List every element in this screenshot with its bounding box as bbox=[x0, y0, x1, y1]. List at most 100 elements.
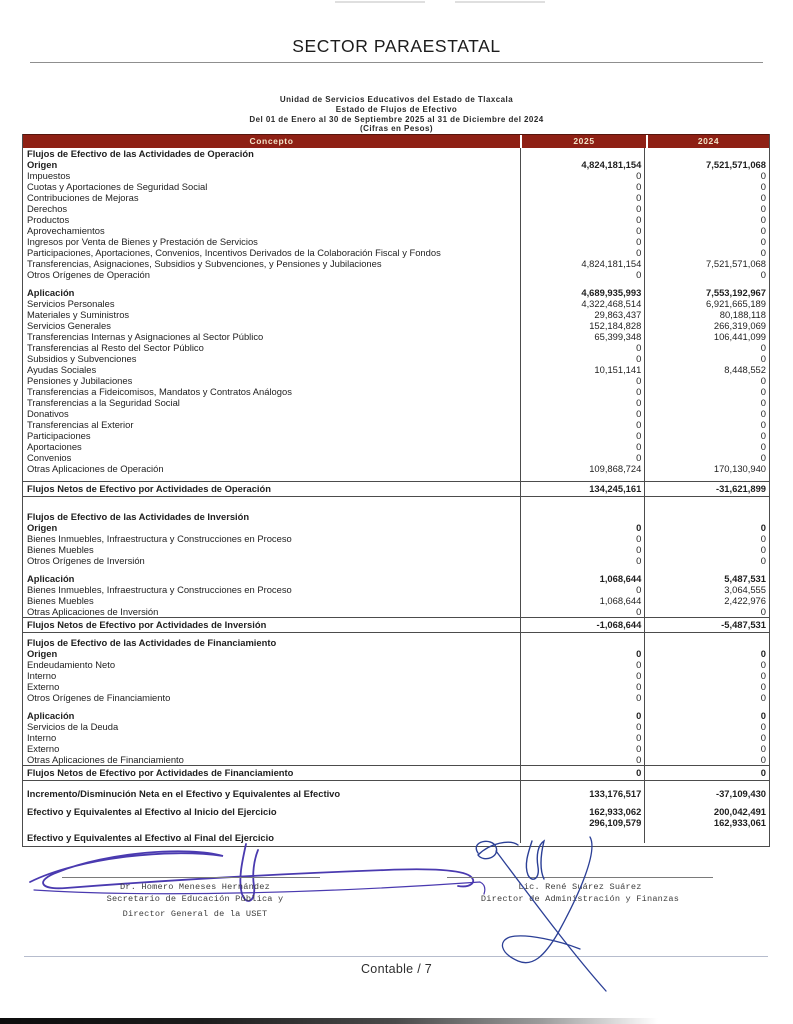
row-value-2025: 0 bbox=[519, 681, 645, 692]
row-value-2024: 6,921,665,189 bbox=[644, 298, 769, 309]
row-label: Servicios Personales bbox=[27, 298, 115, 309]
row-value-2024: 0 bbox=[644, 766, 769, 780]
row-value-2025: 133,176,517 bbox=[519, 788, 645, 799]
table-row: Productos 0 0 bbox=[23, 214, 769, 225]
table-spacer-row bbox=[23, 703, 769, 710]
table-row: Servicios de la Deuda 0 0 bbox=[23, 721, 769, 732]
row-value-2025: 4,824,181,154 bbox=[519, 159, 645, 170]
table-row: Flujos Netos de Efectivo por Actividades… bbox=[23, 617, 769, 633]
table-row: Interno 0 0 bbox=[23, 670, 769, 681]
row-label: Otras Aplicaciones de Inversión bbox=[27, 606, 159, 617]
table-row: Bienes Inmuebles, Infraestructura y Cons… bbox=[23, 584, 769, 595]
row-value-2025: 0 bbox=[519, 555, 645, 566]
row-value-2024: 0 bbox=[644, 452, 769, 463]
row-value-2025: 0 bbox=[519, 192, 645, 203]
row-value-2024: 0 bbox=[644, 555, 769, 566]
row-label: Aprovechamientos bbox=[27, 225, 105, 236]
table-row: 296,109,579 162,933,061 bbox=[23, 817, 769, 828]
row-value-2025: 0 bbox=[519, 247, 645, 258]
row-value-2025: 0 bbox=[519, 342, 645, 353]
row-label: Otros Orígenes de Operación bbox=[27, 269, 150, 280]
row-value-2025 bbox=[519, 637, 645, 648]
table-spacer-row bbox=[23, 566, 769, 573]
report-statement: Estado de Flujos de Efectivo bbox=[335, 104, 458, 114]
row-value-2025: 10,151,141 bbox=[519, 364, 645, 375]
row-label: Aplicación bbox=[27, 573, 75, 584]
row-value-2024 bbox=[644, 474, 769, 481]
row-value-2025 bbox=[519, 781, 645, 788]
row-label: Transferencias Internas y Asignaciones a… bbox=[27, 331, 264, 342]
row-value-2024: 0 bbox=[644, 214, 769, 225]
scan-artifact bbox=[335, 1, 425, 3]
table-row: Ingresos por Venta de Bienes y Prestació… bbox=[23, 236, 769, 247]
row-label: Participaciones bbox=[27, 430, 91, 441]
table-row: Transferencias, Asignaciones, Subsidios … bbox=[23, 258, 769, 269]
table-spacer-row bbox=[23, 474, 769, 481]
row-value-2024: -5,487,531 bbox=[644, 618, 769, 632]
table-row: Aprovechamientos 0 0 bbox=[23, 225, 769, 236]
row-label bbox=[23, 497, 520, 504]
row-label: Aplicación bbox=[27, 710, 75, 721]
table-row: Otras Aplicaciones de Financiamiento 0 0 bbox=[23, 754, 769, 765]
row-value-2025 bbox=[519, 504, 645, 511]
table-spacer-row bbox=[23, 504, 769, 511]
row-value-2024: 0 bbox=[644, 710, 769, 721]
row-value-2024: 80,188,118 bbox=[644, 309, 769, 320]
row-value-2025 bbox=[519, 566, 645, 573]
row-value-2025: 4,322,468,514 bbox=[519, 298, 645, 309]
table-row: Interno 0 0 bbox=[23, 732, 769, 743]
table-row: Bienes Inmuebles, Infraestructura y Cons… bbox=[23, 533, 769, 544]
row-value-2025 bbox=[519, 832, 645, 843]
row-value-2025: 29,863,437 bbox=[519, 309, 645, 320]
table-row: Otros Orígenes de Inversión 0 0 bbox=[23, 555, 769, 566]
row-value-2024: 0 bbox=[644, 269, 769, 280]
footer-rule bbox=[24, 956, 768, 957]
row-value-2025: 0 bbox=[519, 236, 645, 247]
row-value-2024: 0 bbox=[644, 419, 769, 430]
row-label: Origen bbox=[27, 159, 58, 170]
row-value-2024: 106,441,099 bbox=[644, 331, 769, 342]
row-value-2025: -1,068,644 bbox=[519, 618, 645, 632]
row-value-2024 bbox=[644, 633, 769, 637]
row-value-2024: 0 bbox=[644, 732, 769, 743]
row-value-2024: 0 bbox=[644, 236, 769, 247]
row-label bbox=[23, 566, 520, 573]
scan-artifact bbox=[455, 1, 545, 3]
row-label: Ingresos por Venta de Bienes y Prestació… bbox=[27, 236, 258, 247]
row-value-2025: 0 bbox=[519, 386, 645, 397]
title-underline bbox=[30, 62, 763, 63]
row-value-2024: 0 bbox=[644, 606, 769, 617]
report-entity: Unidad de Servicios Educativos del Estad… bbox=[279, 95, 514, 104]
page-footer: Contable / 7 bbox=[360, 962, 432, 976]
row-label: Otras Aplicaciones de Financiamiento bbox=[27, 754, 184, 765]
row-label: Transferencias a la Seguridad Social bbox=[27, 397, 180, 408]
row-value-2025: 0 bbox=[519, 225, 645, 236]
row-label: Bienes Inmuebles, Infraestructura y Cons… bbox=[27, 584, 292, 595]
signature-line-left bbox=[62, 877, 320, 878]
row-value-2025: 0 bbox=[519, 269, 645, 280]
row-label: Participaciones, Aportaciones, Convenios… bbox=[27, 247, 441, 258]
row-value-2025 bbox=[519, 280, 645, 287]
row-value-2025: 0 bbox=[519, 606, 645, 617]
row-value-2025: 0 bbox=[519, 203, 645, 214]
row-value-2025 bbox=[519, 148, 645, 159]
signatory-right-title1: Director de Administración y Finanzas bbox=[480, 894, 680, 904]
row-value-2025: 0 bbox=[519, 181, 645, 192]
row-value-2025: 1,068,644 bbox=[519, 595, 645, 606]
row-value-2025: 0 bbox=[519, 419, 645, 430]
page-title: SECTOR PARAESTATAL bbox=[292, 36, 501, 56]
table-row: Convenios 0 0 bbox=[23, 452, 769, 463]
row-label: Interno bbox=[27, 732, 57, 743]
table-row: Transferencias a la Seguridad Social 0 0 bbox=[23, 397, 769, 408]
row-label bbox=[23, 504, 520, 511]
row-label: Ayudas Sociales bbox=[27, 364, 97, 375]
row-value-2025: 152,184,828 bbox=[519, 320, 645, 331]
row-value-2024: 2,422,976 bbox=[644, 595, 769, 606]
row-label: Flujos de Efectivo de las Actividades de… bbox=[27, 511, 250, 522]
row-value-2025: 1,068,644 bbox=[519, 573, 645, 584]
table-row: Derechos 0 0 bbox=[23, 203, 769, 214]
row-value-2024: 0 bbox=[644, 247, 769, 258]
row-label bbox=[23, 817, 520, 828]
row-value-2025: 0 bbox=[519, 353, 645, 364]
row-label: Externo bbox=[27, 681, 60, 692]
